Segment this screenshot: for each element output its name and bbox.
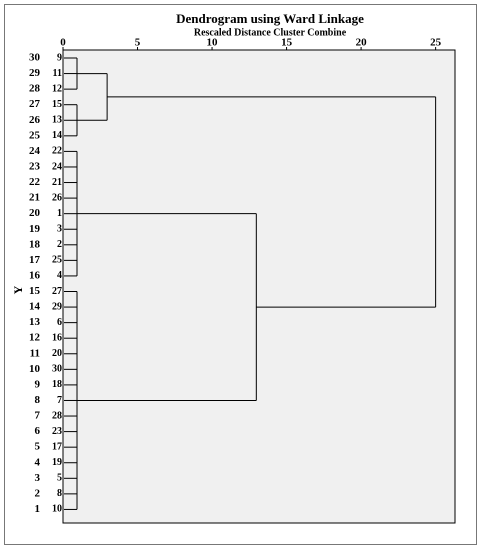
- leaf-label: 4: [57, 270, 62, 281]
- row-label: 1: [35, 503, 41, 515]
- x-tick-label: 10: [207, 37, 219, 49]
- row-label: 20: [29, 207, 41, 219]
- leaf-label: 6: [57, 317, 62, 328]
- row-label: 18: [29, 238, 41, 250]
- leaf-label: 7: [57, 395, 62, 406]
- leaf-label: 18: [52, 379, 62, 390]
- row-label: 14: [29, 301, 41, 313]
- row-label: 3: [35, 472, 41, 484]
- row-label: 10: [29, 363, 41, 375]
- leaf-label: 14: [52, 130, 62, 141]
- row-label: 22: [29, 176, 41, 188]
- row-label: 17: [29, 254, 41, 266]
- row-label: 28: [29, 83, 41, 95]
- row-label: 26: [29, 114, 41, 126]
- leaf-label: 8: [57, 488, 62, 499]
- leaf-label: 26: [52, 192, 62, 203]
- leaf-label: 28: [52, 410, 62, 421]
- plot-area: [62, 49, 456, 524]
- leaf-label: 15: [52, 99, 62, 110]
- leaf-label: 17: [52, 441, 62, 452]
- leaf-label: 29: [52, 301, 62, 312]
- leaf-label: 21: [52, 177, 62, 188]
- x-tick-label: 25: [430, 37, 442, 49]
- x-tick-label: 5: [135, 37, 141, 49]
- row-label: 9: [35, 378, 41, 390]
- leaf-label: 20: [52, 348, 62, 359]
- leaf-label: 22: [52, 146, 62, 157]
- leaf-label: 25: [52, 255, 62, 266]
- chart-subtitle: Rescaled Distance Cluster Combine: [194, 27, 347, 38]
- leaf-label: 23: [52, 426, 62, 437]
- leaf-label: 3: [57, 224, 62, 235]
- row-label: 29: [29, 67, 41, 79]
- row-label: 2: [35, 487, 41, 499]
- row-label: 8: [35, 394, 41, 406]
- row-label: 13: [29, 316, 41, 328]
- row-label: 4: [35, 456, 41, 468]
- leaf-label: 27: [52, 286, 62, 297]
- row-label: 12: [29, 332, 41, 344]
- x-tick-label: 20: [356, 37, 368, 49]
- row-label: 25: [29, 129, 41, 141]
- row-label: 23: [29, 160, 41, 172]
- x-tick-label: 0: [60, 37, 66, 49]
- row-label: 16: [29, 269, 41, 281]
- leaf-label: 2: [57, 239, 62, 250]
- leaf-label: 11: [53, 68, 62, 79]
- row-label: 27: [29, 98, 41, 110]
- leaf-label: 13: [52, 115, 62, 126]
- row-label: 11: [30, 347, 40, 359]
- leaf-label: 16: [52, 332, 62, 343]
- row-label: 15: [29, 285, 41, 297]
- leaf-label: 24: [52, 161, 62, 172]
- x-tick-label: 15: [281, 37, 293, 49]
- row-label: 19: [29, 223, 41, 235]
- leaf-label: 12: [52, 83, 62, 94]
- leaf-label: 30: [52, 364, 62, 375]
- chart-title: Dendrogram using Ward Linkage: [176, 11, 364, 26]
- row-label: 24: [29, 145, 41, 157]
- row-label: 5: [35, 441, 41, 453]
- row-label: 21: [29, 192, 40, 204]
- row-label: 6: [35, 425, 41, 437]
- leaf-label: 5: [57, 473, 62, 484]
- row-label: 30: [29, 52, 41, 64]
- leaf-label: 19: [52, 457, 62, 468]
- leaf-label: 1: [57, 208, 62, 219]
- leaf-label: 9: [57, 52, 62, 63]
- leaf-label: 10: [52, 504, 62, 515]
- y-axis-label: Y: [11, 285, 25, 294]
- row-label: 7: [35, 410, 41, 422]
